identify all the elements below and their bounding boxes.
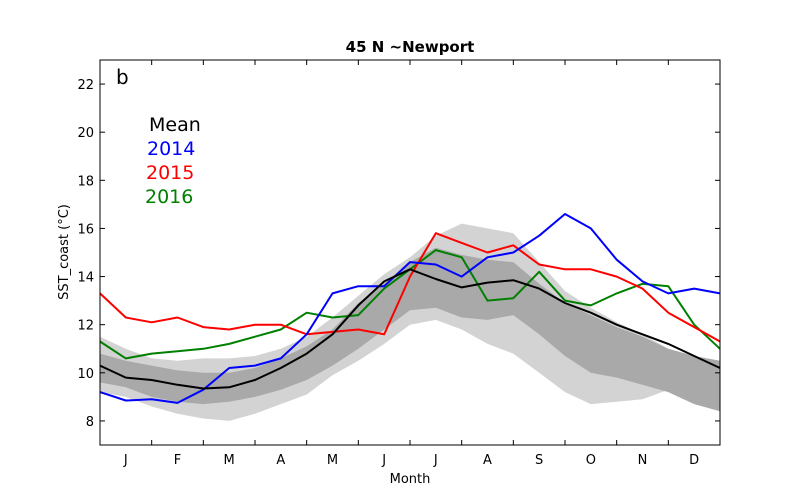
series-line-mean	[99, 268, 721, 390]
inner-range-band	[100, 247, 720, 412]
y-tick-label: 22	[77, 78, 94, 93]
x-axis-label: Month	[390, 472, 431, 487]
y-axis-label: SST_coast (°C)	[57, 204, 72, 300]
y-tick-label: 18	[77, 174, 94, 189]
y-tick-label: 14	[77, 271, 94, 286]
x-tick-label: D	[689, 453, 699, 468]
x-tick-label: A	[483, 453, 492, 468]
y-tick-label: 10	[77, 367, 94, 382]
x-tick-label: F	[174, 453, 181, 468]
chart-title: 45 N ~Newport	[346, 38, 475, 56]
legend-2016: 2016	[145, 186, 193, 208]
y-tick-label: 8	[86, 415, 94, 430]
x-tick-label: A	[276, 453, 285, 468]
x-tick-label: J	[381, 453, 386, 468]
x-tick-label: J	[433, 453, 438, 468]
legend-2014: 2014	[147, 138, 195, 160]
y-tick-label: 16	[77, 222, 94, 237]
y-tick-label: 20	[77, 126, 94, 141]
panel-label: b	[116, 65, 129, 89]
x-tick-label: J	[123, 453, 128, 468]
x-tick-label: M	[327, 453, 338, 468]
plot-area	[99, 213, 721, 421]
legend-mean: Mean	[149, 114, 201, 136]
x-tick-label: M	[224, 453, 235, 468]
legend: Mean 2014 2015 2016	[145, 114, 201, 208]
y-tick-label: 12	[77, 319, 94, 334]
x-tick-label: O	[586, 453, 596, 468]
y-axis-ticks: 8 10 12 14 16 18 20 22	[77, 78, 720, 430]
series-line-2014	[99, 213, 721, 404]
legend-2015: 2015	[146, 162, 194, 184]
series-line-2015	[99, 232, 721, 343]
x-tick-label: S	[535, 453, 543, 468]
x-tick-label: N	[638, 453, 648, 468]
